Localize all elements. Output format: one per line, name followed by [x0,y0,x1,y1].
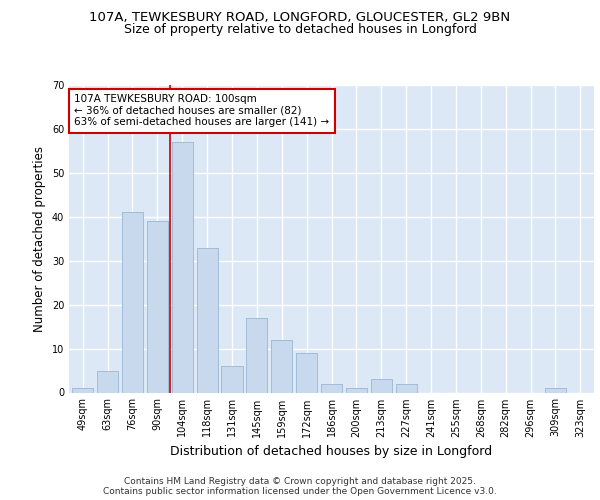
Bar [197,248,218,392]
Y-axis label: Number of detached properties: Number of detached properties [33,146,46,332]
Bar [296,353,317,393]
Bar [395,384,417,392]
Bar [72,388,93,392]
Bar [371,380,392,392]
Bar [271,340,292,392]
Text: 107A, TEWKESBURY ROAD, LONGFORD, GLOUCESTER, GL2 9BN: 107A, TEWKESBURY ROAD, LONGFORD, GLOUCES… [89,11,511,24]
Bar [97,370,118,392]
Bar [122,212,143,392]
Bar [246,318,268,392]
Bar [545,388,566,392]
Bar [321,384,342,392]
Text: Size of property relative to detached houses in Longford: Size of property relative to detached ho… [124,24,476,36]
X-axis label: Distribution of detached houses by size in Longford: Distribution of detached houses by size … [170,445,493,458]
Text: 107A TEWKESBURY ROAD: 100sqm
← 36% of detached houses are smaller (82)
63% of se: 107A TEWKESBURY ROAD: 100sqm ← 36% of de… [74,94,329,128]
Bar [172,142,193,393]
Bar [221,366,242,392]
Bar [346,388,367,392]
Text: Contains HM Land Registry data © Crown copyright and database right 2025.
Contai: Contains HM Land Registry data © Crown c… [103,476,497,496]
Bar [147,221,168,392]
